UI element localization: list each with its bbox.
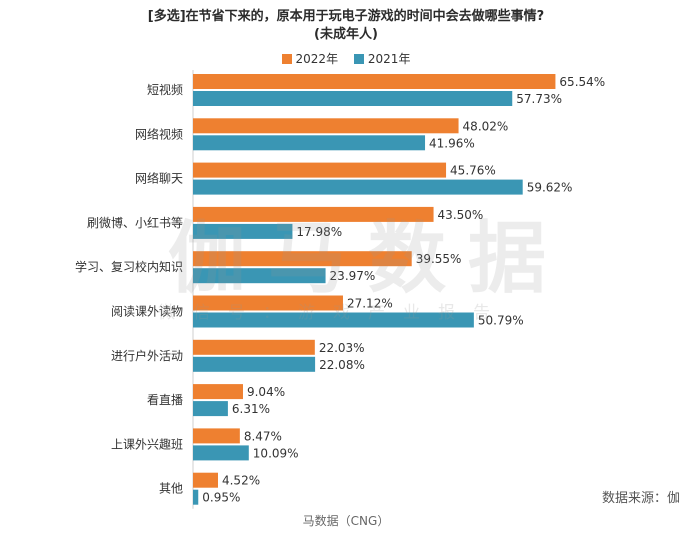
- chart-title-line2: (未成年人): [314, 27, 378, 42]
- data-label: 45.76%: [450, 164, 496, 178]
- data-label: 10.09%: [253, 446, 299, 460]
- bar-2022: [193, 74, 556, 89]
- bar-2022: [193, 118, 459, 134]
- bar-2022: [193, 384, 243, 400]
- data-label: 65.54%: [559, 75, 605, 89]
- bar-2021: [193, 135, 426, 151]
- data-label: 39.55%: [416, 252, 462, 266]
- data-label: 48.02%: [463, 119, 509, 133]
- footer-credit: 马数据（CNG）: [302, 514, 390, 528]
- chart-title: [多选]在节省下来的，原本用于玩电子游戏的时间中会去做哪些事情? (未成年人): [0, 8, 692, 44]
- data-label: 43.50%: [438, 208, 484, 222]
- bar-2021: [193, 179, 523, 195]
- bar-2022: [193, 206, 434, 222]
- category-label: 进行户外活动: [111, 348, 183, 363]
- legend-swatch-2021: [353, 54, 364, 64]
- data-label: 59.62%: [527, 181, 573, 195]
- data-label: 8.47%: [244, 429, 282, 443]
- data-label: 22.03%: [319, 341, 365, 355]
- legend-item-2021: 2021年: [353, 50, 411, 67]
- data-label: 9.04%: [247, 385, 285, 399]
- bar-2022: [193, 295, 343, 311]
- legend-swatch-2022: [281, 54, 292, 64]
- bar-2021: [193, 312, 474, 328]
- data-label: 57.73%: [516, 92, 562, 106]
- category-label: 刷微博、小红书等: [87, 215, 183, 230]
- data-label: 17.98%: [296, 225, 342, 239]
- legend-item-2022: 2022年: [281, 50, 339, 67]
- category-label: 看直播: [147, 393, 183, 407]
- bar-2021: [193, 489, 199, 505]
- category-label: 上课外兴趣班: [111, 436, 183, 451]
- bar-2021: [193, 223, 293, 239]
- bar-2021: [193, 445, 249, 461]
- bar-2021: [193, 268, 326, 284]
- data-label: 23.97%: [330, 269, 376, 283]
- bar-2021: [193, 91, 513, 106]
- chart-title-line1: [多选]在节省下来的，原本用于玩电子游戏的时间中会去做哪些事情?: [147, 9, 545, 24]
- data-label: 50.79%: [478, 314, 524, 328]
- category-label: 阅读课外读物: [111, 305, 183, 319]
- legend-label-2021: 2021年: [367, 52, 411, 66]
- bar-2022: [193, 339, 315, 355]
- bar-2022: [193, 251, 412, 267]
- legend: 2022年 2021年: [0, 50, 692, 67]
- category-label: 学习、复习校内知识: [75, 259, 183, 274]
- bar-2022: [193, 162, 447, 178]
- data-label: 0.95%: [202, 491, 240, 505]
- category-label: 其他: [159, 482, 183, 496]
- bar-2021: [193, 356, 316, 372]
- legend-label-2022: 2022年: [295, 52, 339, 66]
- category-label: 网络视频: [135, 126, 183, 141]
- category-label: 短视频: [147, 82, 183, 97]
- data-label: 27.12%: [347, 297, 393, 311]
- bar-2022: [193, 428, 240, 444]
- bar-2021: [193, 401, 228, 417]
- category-label: 网络聊天: [135, 171, 183, 186]
- data-label: 6.31%: [232, 402, 270, 416]
- data-label: 4.52%: [222, 474, 260, 488]
- data-label: 22.08%: [319, 358, 365, 372]
- source-note: 数据来源：伽: [601, 491, 680, 506]
- data-label: 41.96%: [429, 136, 475, 150]
- bar-2022: [193, 472, 218, 488]
